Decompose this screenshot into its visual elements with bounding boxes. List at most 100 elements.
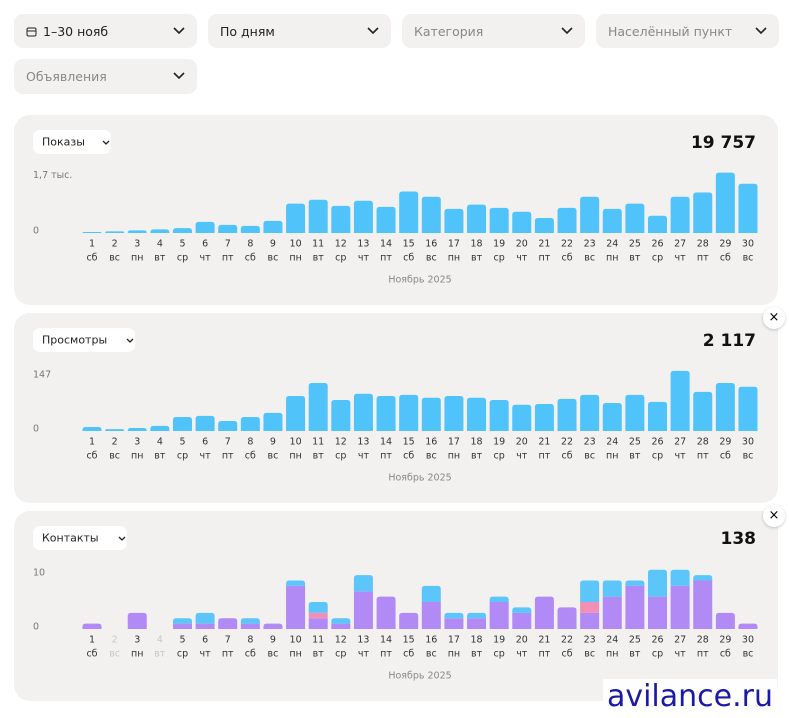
weekday-label: вт — [629, 253, 641, 264]
x-tick-label: 7 — [225, 437, 231, 448]
weekday-label: пт — [539, 253, 551, 264]
bar — [218, 421, 238, 431]
metric-selector[interactable] — [33, 526, 127, 550]
bar — [625, 394, 645, 431]
bar — [648, 569, 667, 597]
bar — [534, 217, 554, 233]
weekday-label: пн — [289, 253, 301, 264]
weekday-label: ср — [335, 451, 346, 462]
weekday-label: чт — [358, 451, 370, 462]
weekday-label: вс — [268, 451, 279, 462]
weekday-label: сб — [86, 451, 97, 462]
x-tick-label: 11 — [312, 239, 324, 250]
weekday-label: пн — [289, 451, 301, 462]
weekday-label: чт — [200, 649, 212, 660]
weekday-label: ср — [652, 253, 663, 264]
bar — [512, 612, 532, 629]
weekday-label: чт — [675, 253, 687, 264]
x-tick-label: 19 — [493, 437, 505, 448]
bar — [150, 229, 170, 233]
close-button[interactable]: × — [763, 307, 785, 329]
x-tick-label: 4 — [157, 239, 163, 250]
weekday-label: сб — [403, 253, 414, 264]
bar — [444, 395, 464, 431]
weekday-label: вс — [584, 253, 595, 264]
bar — [195, 612, 215, 624]
x-tick-label: 9 — [270, 635, 276, 646]
weekday-label: ср — [177, 253, 188, 264]
chevron — [126, 338, 134, 343]
bar — [105, 231, 125, 233]
bar — [172, 228, 192, 233]
period-filter[interactable]: 1–30 нояб — [14, 14, 197, 48]
bar — [82, 623, 102, 629]
metric-selector[interactable] — [33, 328, 135, 352]
x-tick-label: 28 — [697, 239, 709, 250]
bar — [353, 591, 373, 629]
weekday-label: ср — [335, 253, 346, 264]
weekday-label: вс — [109, 253, 120, 264]
weekday-label: ср — [494, 253, 505, 264]
bar — [738, 183, 758, 233]
weekday-label: сб — [720, 649, 731, 660]
metric-selector[interactable] — [33, 130, 111, 154]
ads-placeholder: Объявления — [26, 69, 107, 84]
x-tick-label: 25 — [629, 239, 641, 250]
x-tick-label: 29 — [719, 635, 731, 646]
x-tick-label: 27 — [674, 437, 686, 448]
bar — [105, 429, 125, 431]
locality-filter[interactable]: Населённый пункт — [596, 14, 779, 48]
weekday-label: сб — [86, 253, 97, 264]
x-tick-label: 30 — [742, 239, 754, 250]
x-tick-label: 2 — [112, 635, 118, 646]
bar — [602, 596, 622, 629]
x-tick-label: 24 — [606, 437, 618, 448]
weekday-label: пт — [380, 253, 392, 264]
x-tick-label: 6 — [202, 437, 208, 448]
bar — [353, 393, 373, 431]
weekday-label: чт — [516, 649, 528, 660]
x-tick-label: 3 — [134, 635, 140, 646]
weekday-label: пн — [448, 649, 460, 660]
bar — [240, 225, 260, 233]
bar — [580, 612, 600, 629]
bar — [263, 623, 283, 629]
bar — [172, 623, 192, 629]
x-tick-label: 24 — [606, 635, 618, 646]
weekday-label: пн — [131, 451, 143, 462]
total-value: 19 757 — [691, 133, 756, 153]
x-tick-label: 21 — [538, 239, 550, 250]
locality-placeholder: Населённый пункт — [608, 23, 733, 39]
x-tick-label: 22 — [561, 239, 573, 250]
grouping-filter[interactable]: По дням — [208, 14, 391, 48]
bar — [421, 397, 441, 431]
y-tick-label: 0 — [33, 622, 39, 633]
weekday-label: вт — [154, 253, 166, 264]
weekday-label: вт — [313, 253, 325, 264]
period-value: 1–30 нояб — [43, 23, 109, 39]
x-tick-label: 17 — [448, 437, 460, 448]
weekday-label: сб — [720, 253, 731, 264]
x-tick-label: 11 — [312, 635, 324, 646]
category-filter[interactable]: Категория — [402, 14, 585, 48]
bar — [467, 612, 487, 619]
x-tick-label: 25 — [629, 635, 641, 646]
x-tick-label: 6 — [202, 635, 208, 646]
ads-filter[interactable]: Объявления — [14, 59, 197, 94]
x-tick-label: 4 — [157, 437, 163, 448]
bar — [421, 602, 441, 629]
weekday-label: вт — [629, 649, 641, 660]
weekday-label: сб — [561, 253, 572, 264]
weekday-label: пн — [131, 253, 143, 264]
close-button[interactable]: × — [763, 505, 785, 527]
weekday-label: ср — [177, 451, 188, 462]
x-tick-label: 10 — [290, 239, 302, 250]
x-tick-label: 21 — [538, 437, 550, 448]
x-tick-label: 18 — [470, 437, 482, 448]
weekday-label: ср — [335, 649, 346, 660]
weekday-label: чт — [516, 451, 528, 462]
bar — [738, 623, 758, 629]
bar — [557, 398, 577, 431]
x-tick-label: 5 — [179, 437, 185, 448]
chart: Контакты 138 0 10 1 сб 2 вс 3 пн 4 вт 5 ср 6 чт 7 пт 8 сб 9 в… — [33, 526, 758, 682]
